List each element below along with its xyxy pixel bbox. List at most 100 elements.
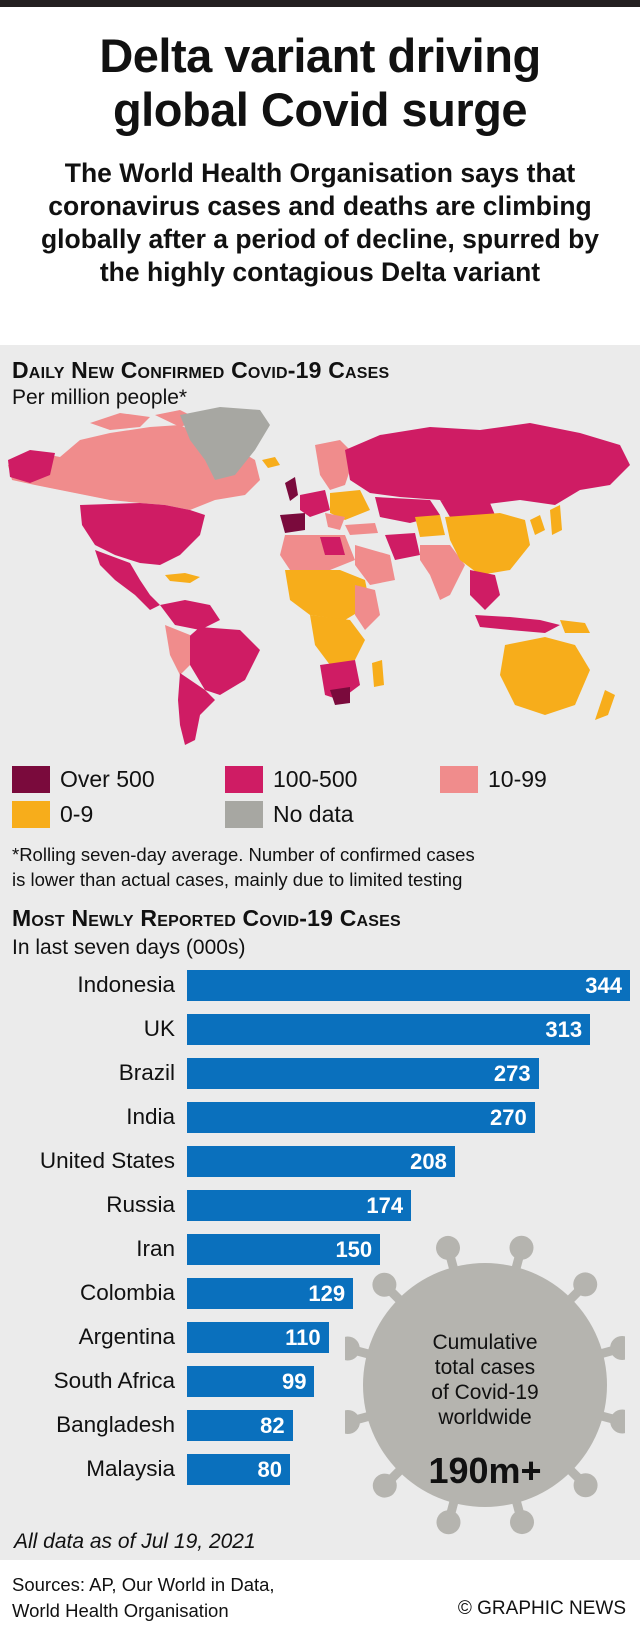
legend-label: No data: [273, 801, 354, 827]
bar-category-label: Russia: [106, 1192, 175, 1217]
legend-swatch: [225, 801, 263, 828]
map-region-uk: [285, 477, 298, 501]
map-region-iceland: [262, 457, 280, 468]
bar-category-label: South Africa: [53, 1368, 175, 1393]
footnote-line-2: is lower than actual cases, mainly due t…: [12, 869, 463, 890]
title-line-2: global Covid surge: [112, 83, 528, 136]
bar-category-label: Argentina: [78, 1324, 175, 1349]
bar-category-label: Malaysia: [86, 1456, 175, 1481]
map-region-arctic-islands: [90, 410, 200, 430]
map-region-russia: [345, 423, 630, 505]
legend-swatch: [12, 766, 50, 793]
callout-text: Cumulative total cases of Covid-19 world…: [400, 1330, 570, 1430]
map-region-greenland: [180, 407, 270, 480]
map-region-central-africa: [310, 615, 365, 665]
map-region-iberia: [280, 513, 305, 533]
legend-swatch: [12, 801, 50, 828]
legend-label: Over 500: [60, 766, 155, 792]
bar: [187, 1058, 539, 1089]
virus-spike-head: [573, 1272, 598, 1297]
virus-icon: [345, 1235, 625, 1535]
bar-category-label: Iran: [136, 1236, 175, 1261]
map-region-china: [445, 513, 530, 575]
virus-spike-head: [372, 1473, 397, 1498]
map-region-southeast-asia: [470, 570, 500, 610]
virus-spike-head: [345, 1336, 360, 1361]
legend-swatch: [225, 766, 263, 793]
legend-item-10-99: 10-99: [440, 766, 547, 793]
bar: [187, 1410, 293, 1441]
chart-subtitle: In last seven days (000s): [12, 936, 246, 959]
map-footnote: *Rolling seven-day average. Number of co…: [12, 842, 632, 892]
top-bar: [0, 0, 640, 7]
map-region-turkey: [345, 523, 378, 535]
map-region-mongolia: [440, 500, 495, 517]
bar-value-label: 273: [493, 1061, 531, 1086]
bar-category-label: United States: [39, 1148, 175, 1173]
sources: Sources: AP, Our World in Data, World He…: [12, 1572, 275, 1624]
map-region-central-asia: [415, 515, 445, 537]
bar-value-label: 270: [489, 1105, 527, 1130]
map-region-mexico: [95, 550, 160, 610]
map-region-south-africa: [330, 687, 350, 705]
virus-spike-head: [610, 1336, 625, 1360]
map-region-east-africa: [355, 585, 380, 630]
map-region-west-europe: [300, 490, 330, 517]
chart-title: Most Newly Reported Covid-19 Cases: [12, 905, 401, 931]
map-region-argentina-chile: [178, 673, 215, 745]
bar: [187, 1234, 381, 1265]
map-region-australia: [500, 637, 590, 715]
bar: [187, 1454, 291, 1485]
bar-category-label: India: [126, 1104, 175, 1129]
page-title: Delta variant driving global Covid surge: [0, 29, 640, 137]
legend-item-no-data: No data: [225, 801, 354, 828]
legend-item-over-500: Over 500: [12, 766, 155, 793]
map-region-new-zealand: [595, 690, 615, 720]
map-region-png: [560, 620, 590, 633]
bar-value-label: 99: [282, 1369, 307, 1394]
sources-line-2: World Health Organisation: [12, 1600, 229, 1621]
callout-line-1: Cumulative: [432, 1331, 538, 1354]
legend-swatch: [440, 766, 478, 793]
world-map: [8, 407, 630, 745]
bar: [187, 970, 630, 1001]
callout-line-4: worldwide: [438, 1406, 532, 1429]
credit: © GRAPHIC NEWS: [457, 1598, 626, 1619]
map-region-scandinavia: [315, 440, 355, 490]
map-region-libya: [320, 537, 345, 555]
virus-spike-head: [436, 1510, 461, 1535]
map-section-title: Daily New Confirmed Covid-19 Cases: [12, 357, 390, 383]
bar-category-label: UK: [143, 1016, 175, 1041]
legend-label: 10-99: [488, 766, 547, 792]
virus-spike-head: [573, 1473, 598, 1498]
map-region-usa: [80, 503, 205, 565]
bar-category-label: Brazil: [118, 1060, 175, 1085]
callout-value: 190m+: [428, 1450, 542, 1491]
title-line-1: Delta variant driving: [99, 29, 541, 82]
map-region-east-europe: [330, 490, 370, 520]
callout-line-3: of Covid-19: [431, 1381, 539, 1404]
bar: [187, 1278, 354, 1309]
callout-line-2: total cases: [434, 1356, 536, 1379]
map-region-madagascar: [372, 660, 384, 687]
bar-value-label: 313: [545, 1017, 583, 1042]
map-region-iran: [385, 533, 420, 560]
bar-value-label: 174: [366, 1193, 404, 1218]
bar-value-label: 344: [585, 973, 622, 998]
bar-category-label: Colombia: [79, 1280, 175, 1305]
bar: [187, 1014, 591, 1045]
virus-spike-head: [345, 1410, 360, 1434]
bar-value-label: 129: [308, 1281, 346, 1306]
map-region-brazil: [185, 627, 260, 695]
legend-label: 0-9: [60, 801, 94, 827]
bar: [187, 1146, 455, 1177]
map-region-balkans: [325, 513, 345, 530]
sources-line-1: Sources: AP, Our World in Data,: [12, 1574, 275, 1595]
map-region-korea-japan: [530, 505, 562, 535]
virus-spike-head: [372, 1272, 397, 1297]
map-region-caribbean: [165, 573, 200, 583]
footnote-line-1: *Rolling seven-day average. Number of co…: [12, 844, 475, 865]
map-region-sahel: [285, 570, 370, 620]
map-region-andes: [165, 625, 190, 675]
bar-category-label: Indonesia: [77, 972, 175, 997]
